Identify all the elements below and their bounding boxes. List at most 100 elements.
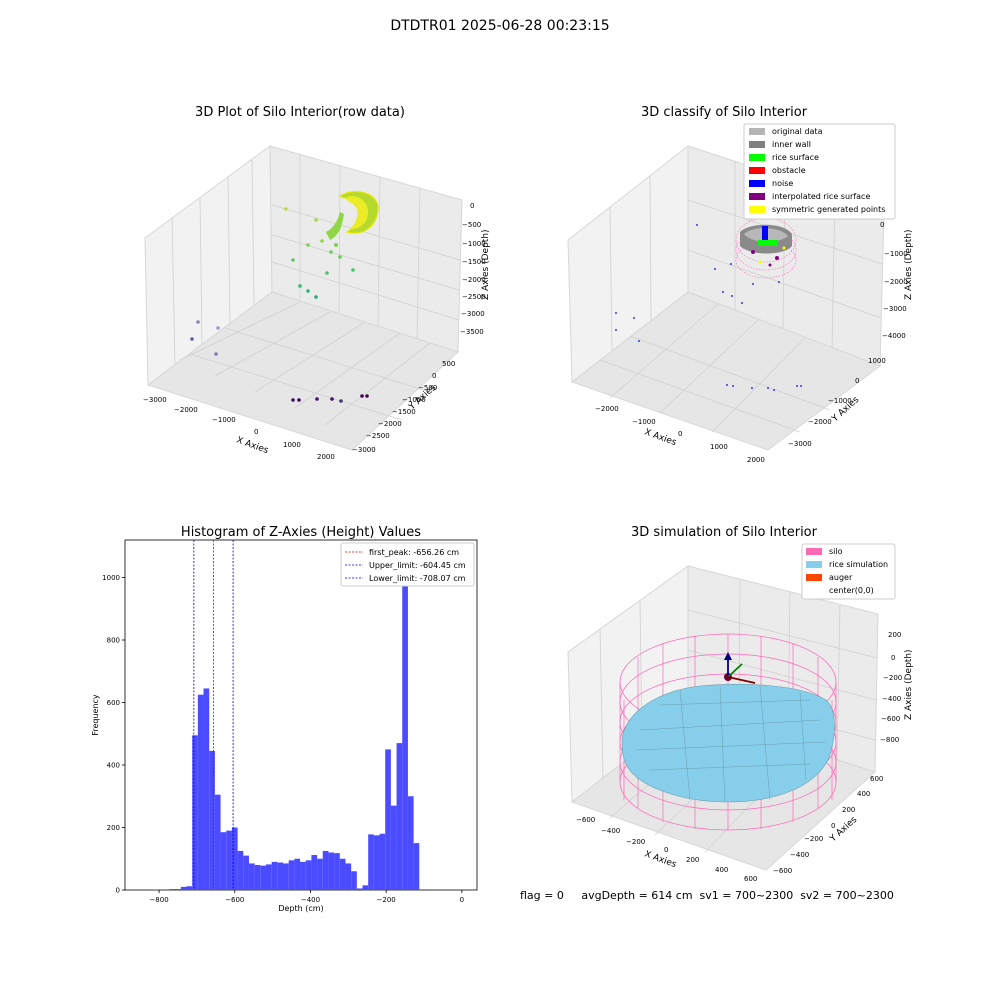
raw-ytick: −500 [418,384,437,392]
simulation-ytick: 400 [857,790,870,798]
histogram-bar [407,796,414,890]
classify-legend-label: symmetric generated points [772,205,885,214]
histogram-bar [231,827,238,890]
histogram-bar [334,853,340,890]
histogram-legend [340,542,475,587]
classify-ytick: −2000 [808,418,832,426]
simulation-xtick: −600 [576,816,595,824]
chart-title-histogram: Histogram of Z-Axies (Height) Values [181,525,421,540]
chart-title-simulation: 3D simulation of Silo Interior [631,525,818,540]
simulation-xtick: 200 [686,856,699,864]
classify-ytick: 1000 [868,357,886,365]
simulation-ytick: 0 [831,822,835,830]
simulation-ytick: 600 [870,775,883,783]
classify-xtick: 2000 [747,456,765,464]
classify-legend-label: obstacle [772,166,806,175]
histogram-legend-label: Lower_limit: -708.07 cm [369,574,466,583]
raw-scatter-outliers [190,207,369,403]
classify-legend-swatch [749,154,765,161]
raw-xtick: −1000 [212,416,236,424]
histogram-bar [203,688,210,890]
raw-ytick: 500 [442,360,455,368]
classify-silo-cluster [735,217,797,279]
raw-scatter-points [326,191,379,240]
classify-ztick: −4000 [882,332,906,340]
classify-xtick: 1000 [710,443,728,451]
simulation-ztick: 200 [888,631,901,639]
raw-x-label: X Axies [235,435,270,456]
simulation-xtick: 0 [664,846,668,854]
histogram-bar [180,886,187,890]
classify-xtick: 0 [678,430,682,438]
histogram-plot: −800 −600 −400 −200 0 0 200 400 600 800 1000 [102,539,478,904]
histogram-bar [402,558,408,890]
histogram-y-label: Frequency [91,694,100,736]
histogram-bar [356,888,363,890]
raw-ztick: −3500 [460,328,484,336]
simulation-legend-label: rice simulation [829,560,888,569]
histogram-bar [390,805,397,890]
classify-ytick: −1000 [828,397,852,405]
simulation-x-label: X Axies [643,849,678,870]
classify-legend-swatch [749,180,765,187]
classify-3d-plot [567,144,885,451]
histogram-bar [248,863,255,890]
chart-title-classify: 3D classify of Silo Interior [641,105,808,120]
histogram-bar [294,858,301,890]
histogram-y-tick-label: 800 [107,637,120,645]
simulation-ztick: −600 [881,715,900,723]
classify-legend-label: noise [772,179,793,188]
histogram-bar [345,863,352,890]
raw-ztick: −2500 [462,293,486,301]
simulation-legend-label: silo [829,547,843,556]
histogram-bar [351,871,357,890]
histogram-x-tick-label: −400 [301,896,320,904]
histogram-bar [175,889,181,890]
histogram-x-tick-label: −800 [149,896,168,904]
raw-xtick: −2000 [174,406,198,414]
histogram-bar [368,834,374,890]
simulation-legend-swatch [806,561,822,568]
raw-ztick: −500 [462,221,481,229]
raw-ztick: −3000 [461,310,485,318]
histogram-bar [277,862,284,890]
simulation-rice-surface [621,683,835,803]
raw-ztick: 0 [470,202,474,210]
simulation-xtick: −400 [601,827,620,835]
raw-xtick: 1000 [283,441,301,449]
histogram-bar [373,835,380,890]
histogram-bar [413,843,420,890]
raw-ytick: −1000 [402,396,426,404]
histogram-bar [135,889,142,890]
histogram-legend-label: Upper_limit: -604.45 cm [369,561,466,570]
histogram-y-tick-label: 1000 [102,574,120,582]
chart-title-raw: 3D Plot of Silo Interior(row data) [195,105,405,120]
histogram-y-tick-label: 200 [107,824,120,832]
histogram-bar [220,832,227,890]
classify-ytick: 0 [855,377,859,385]
histogram-bar [379,833,386,890]
histogram-bar [271,861,278,890]
classify-ztick: −3000 [883,305,907,313]
histogram-bar [186,886,193,890]
raw-xtick: −3000 [143,396,167,404]
histogram-x-tick-label: −600 [225,896,244,904]
histogram-bar [260,865,266,890]
histogram-bar [197,694,204,890]
status-summary: flag = 0 avgDepth = 614 cm sv1 = 700~230… [520,889,894,902]
simulation-ytick: −200 [804,835,823,843]
classify-legend-label: inner wall [772,140,811,149]
histogram-bar [265,864,272,890]
histogram-x-label: Depth (cm) [278,904,323,913]
raw-ytick: −1500 [392,408,416,416]
histogram-bar [328,852,335,890]
simulation-z-label: Z Axies (Depth) [904,649,914,720]
raw-ytick: −3000 [352,446,376,454]
histogram-bar [311,855,318,890]
simulation-legend-label: auger [829,573,853,582]
histogram-bar [163,889,170,890]
simulation-ztick: −400 [882,695,901,703]
histogram-legend-label: first_peak: -656.26 cm [369,548,459,557]
classify-noise-points [615,224,802,391]
raw-ztick: −1000 [462,240,486,248]
